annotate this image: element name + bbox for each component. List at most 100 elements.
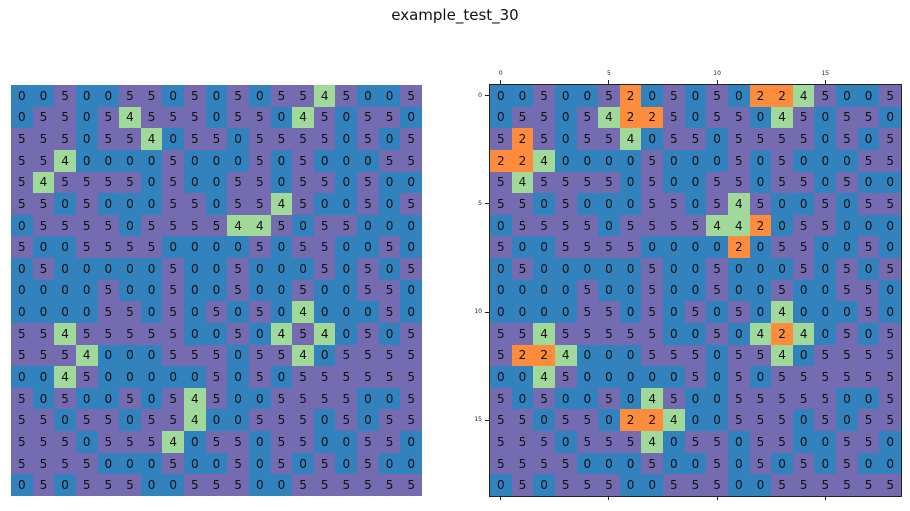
grid-cell: 5: [684, 344, 707, 367]
grid-cell: 5: [11, 431, 33, 453]
grid-cell: 5: [533, 171, 555, 194]
grid-cell: 0: [727, 85, 750, 107]
grid-cell: 0: [313, 431, 336, 453]
grid-cell: 0: [576, 387, 599, 410]
grid-cell: 5: [54, 452, 76, 475]
grid-cell: 5: [727, 149, 750, 172]
grid-cell: 5: [162, 409, 185, 432]
grid-cell: 5: [313, 366, 336, 388]
grid-cell: 4: [749, 322, 772, 345]
grid-cell: 5: [75, 214, 98, 237]
grid-cell: 5: [54, 85, 76, 107]
grid-cell: 0: [205, 106, 228, 129]
grid-cell: 0: [184, 149, 206, 172]
grid-cell: 4: [771, 344, 793, 367]
grid-cell: 5: [814, 214, 837, 237]
grid-cell: 2: [749, 214, 772, 237]
grid-cell: 0: [663, 366, 685, 388]
grid-cell: 5: [792, 474, 815, 496]
grid-cell: 0: [490, 301, 512, 323]
grid-cell: 5: [706, 106, 728, 129]
grid-cell: 5: [227, 322, 249, 345]
grid-cell: 5: [11, 322, 33, 345]
grid-cell: 5: [879, 474, 901, 496]
grid-cell: 0: [119, 279, 141, 302]
grid-cell: 5: [162, 387, 185, 410]
grid-cell: 5: [292, 236, 314, 259]
grid-cell: 5: [378, 366, 401, 388]
grid-cell: 5: [857, 106, 880, 129]
grid-cell: 0: [140, 279, 163, 302]
grid-cell: 5: [771, 149, 793, 172]
grid-cell: 5: [184, 106, 206, 129]
grid-cell: 4: [292, 344, 314, 367]
x-tick-label: 0: [498, 70, 503, 77]
grid-cell: 0: [184, 279, 206, 302]
grid-cell: 4: [533, 366, 555, 388]
grid-cell: 5: [97, 171, 120, 194]
x-tick-mark-bottom: [716, 496, 718, 500]
grid-cell: 5: [511, 431, 534, 453]
grid-cell: 0: [270, 106, 293, 129]
grid-cell: 5: [533, 214, 555, 237]
grid-cell: 5: [576, 301, 599, 323]
grid-cell: 5: [357, 106, 379, 129]
grid-cell: 5: [140, 322, 163, 345]
grid-cell: 5: [119, 128, 141, 150]
grid-cell: 5: [749, 409, 772, 432]
grid-cell: 5: [270, 431, 293, 453]
grid-cell: 0: [140, 193, 163, 215]
grid-cell: 0: [663, 236, 685, 259]
grid-cell: 5: [792, 366, 815, 388]
grid-cell: 0: [270, 149, 293, 172]
grid-cell: 5: [32, 474, 55, 496]
grid-cell: 5: [313, 387, 336, 410]
grid-cell: 5: [162, 214, 185, 237]
grid-cell: 0: [792, 193, 815, 215]
grid-cell: 5: [292, 474, 314, 496]
grid-cell: 0: [619, 279, 642, 302]
grid-cell: 0: [490, 258, 512, 280]
grid-cell: 5: [857, 344, 880, 367]
grid-cell: 5: [162, 258, 185, 280]
grid-cell: 5: [684, 128, 707, 150]
grid-cell: 0: [11, 279, 33, 302]
grid-cell: 5: [598, 236, 620, 259]
grid-cell: 5: [313, 214, 336, 237]
grid-cell: 5: [11, 344, 33, 367]
grid-cell: 2: [641, 409, 664, 432]
grid-cell: 0: [140, 366, 163, 388]
grid-cell: 0: [879, 106, 901, 129]
grid-cell: 4: [54, 366, 76, 388]
grid-cell: 0: [292, 214, 314, 237]
grid-cell: 5: [857, 236, 880, 259]
grid-cell: 5: [792, 387, 815, 410]
grid-cell: 0: [836, 193, 858, 215]
grid-cell: 0: [598, 452, 620, 475]
grid-cell: 5: [140, 431, 163, 453]
grid-cell: 5: [227, 279, 249, 302]
grid-cell: 0: [554, 431, 577, 453]
grid-cell: 2: [727, 236, 750, 259]
grid-cell: 5: [641, 258, 664, 280]
grid-cell: 5: [706, 474, 728, 496]
grid-cell: 4: [292, 301, 314, 323]
grid-cell: 5: [576, 474, 599, 496]
grid-cell: 5: [313, 171, 336, 194]
grid-cell: 5: [227, 474, 249, 496]
grid-cell: 5: [292, 431, 314, 453]
grid-cell: 0: [684, 106, 707, 129]
grid-cell: 0: [749, 366, 772, 388]
grid-cell: 5: [490, 193, 512, 215]
grid-cell: 0: [378, 452, 401, 475]
x-tick-mark-bottom: [500, 496, 502, 500]
grid-cell: 5: [511, 106, 534, 129]
grid-cell: 5: [357, 171, 379, 194]
grid-cell: 5: [119, 431, 141, 453]
grid-cell: 0: [313, 149, 336, 172]
grid-cell: 5: [857, 301, 880, 323]
grid-cell: 0: [335, 431, 358, 453]
grid-cell: 5: [357, 431, 379, 453]
grid-cell: 0: [119, 409, 141, 432]
grid-cell: 5: [879, 85, 901, 107]
